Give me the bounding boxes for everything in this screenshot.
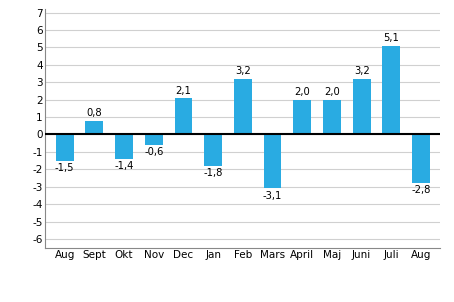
Bar [85, 120, 104, 134]
Bar [175, 98, 192, 134]
Bar [353, 79, 370, 134]
Text: 5,1: 5,1 [384, 33, 400, 43]
Bar [115, 134, 133, 159]
Bar [264, 134, 281, 188]
Text: 2,1: 2,1 [176, 85, 192, 96]
Text: -1,8: -1,8 [203, 168, 223, 178]
Text: -0,6: -0,6 [144, 147, 163, 157]
Bar [56, 134, 74, 161]
Bar [145, 134, 163, 145]
Text: 0,8: 0,8 [87, 108, 102, 118]
Bar [234, 79, 252, 134]
Bar [412, 134, 430, 183]
Bar [293, 100, 311, 134]
Text: -1,5: -1,5 [55, 163, 74, 173]
Text: -1,4: -1,4 [114, 161, 134, 171]
Bar [323, 100, 341, 134]
Bar [382, 46, 400, 134]
Text: 2,0: 2,0 [324, 87, 340, 97]
Text: 3,2: 3,2 [354, 66, 370, 76]
Bar [204, 134, 222, 166]
Text: -3,1: -3,1 [263, 191, 282, 201]
Text: 3,2: 3,2 [235, 66, 251, 76]
Text: 2,0: 2,0 [294, 87, 310, 97]
Text: -2,8: -2,8 [411, 185, 431, 195]
